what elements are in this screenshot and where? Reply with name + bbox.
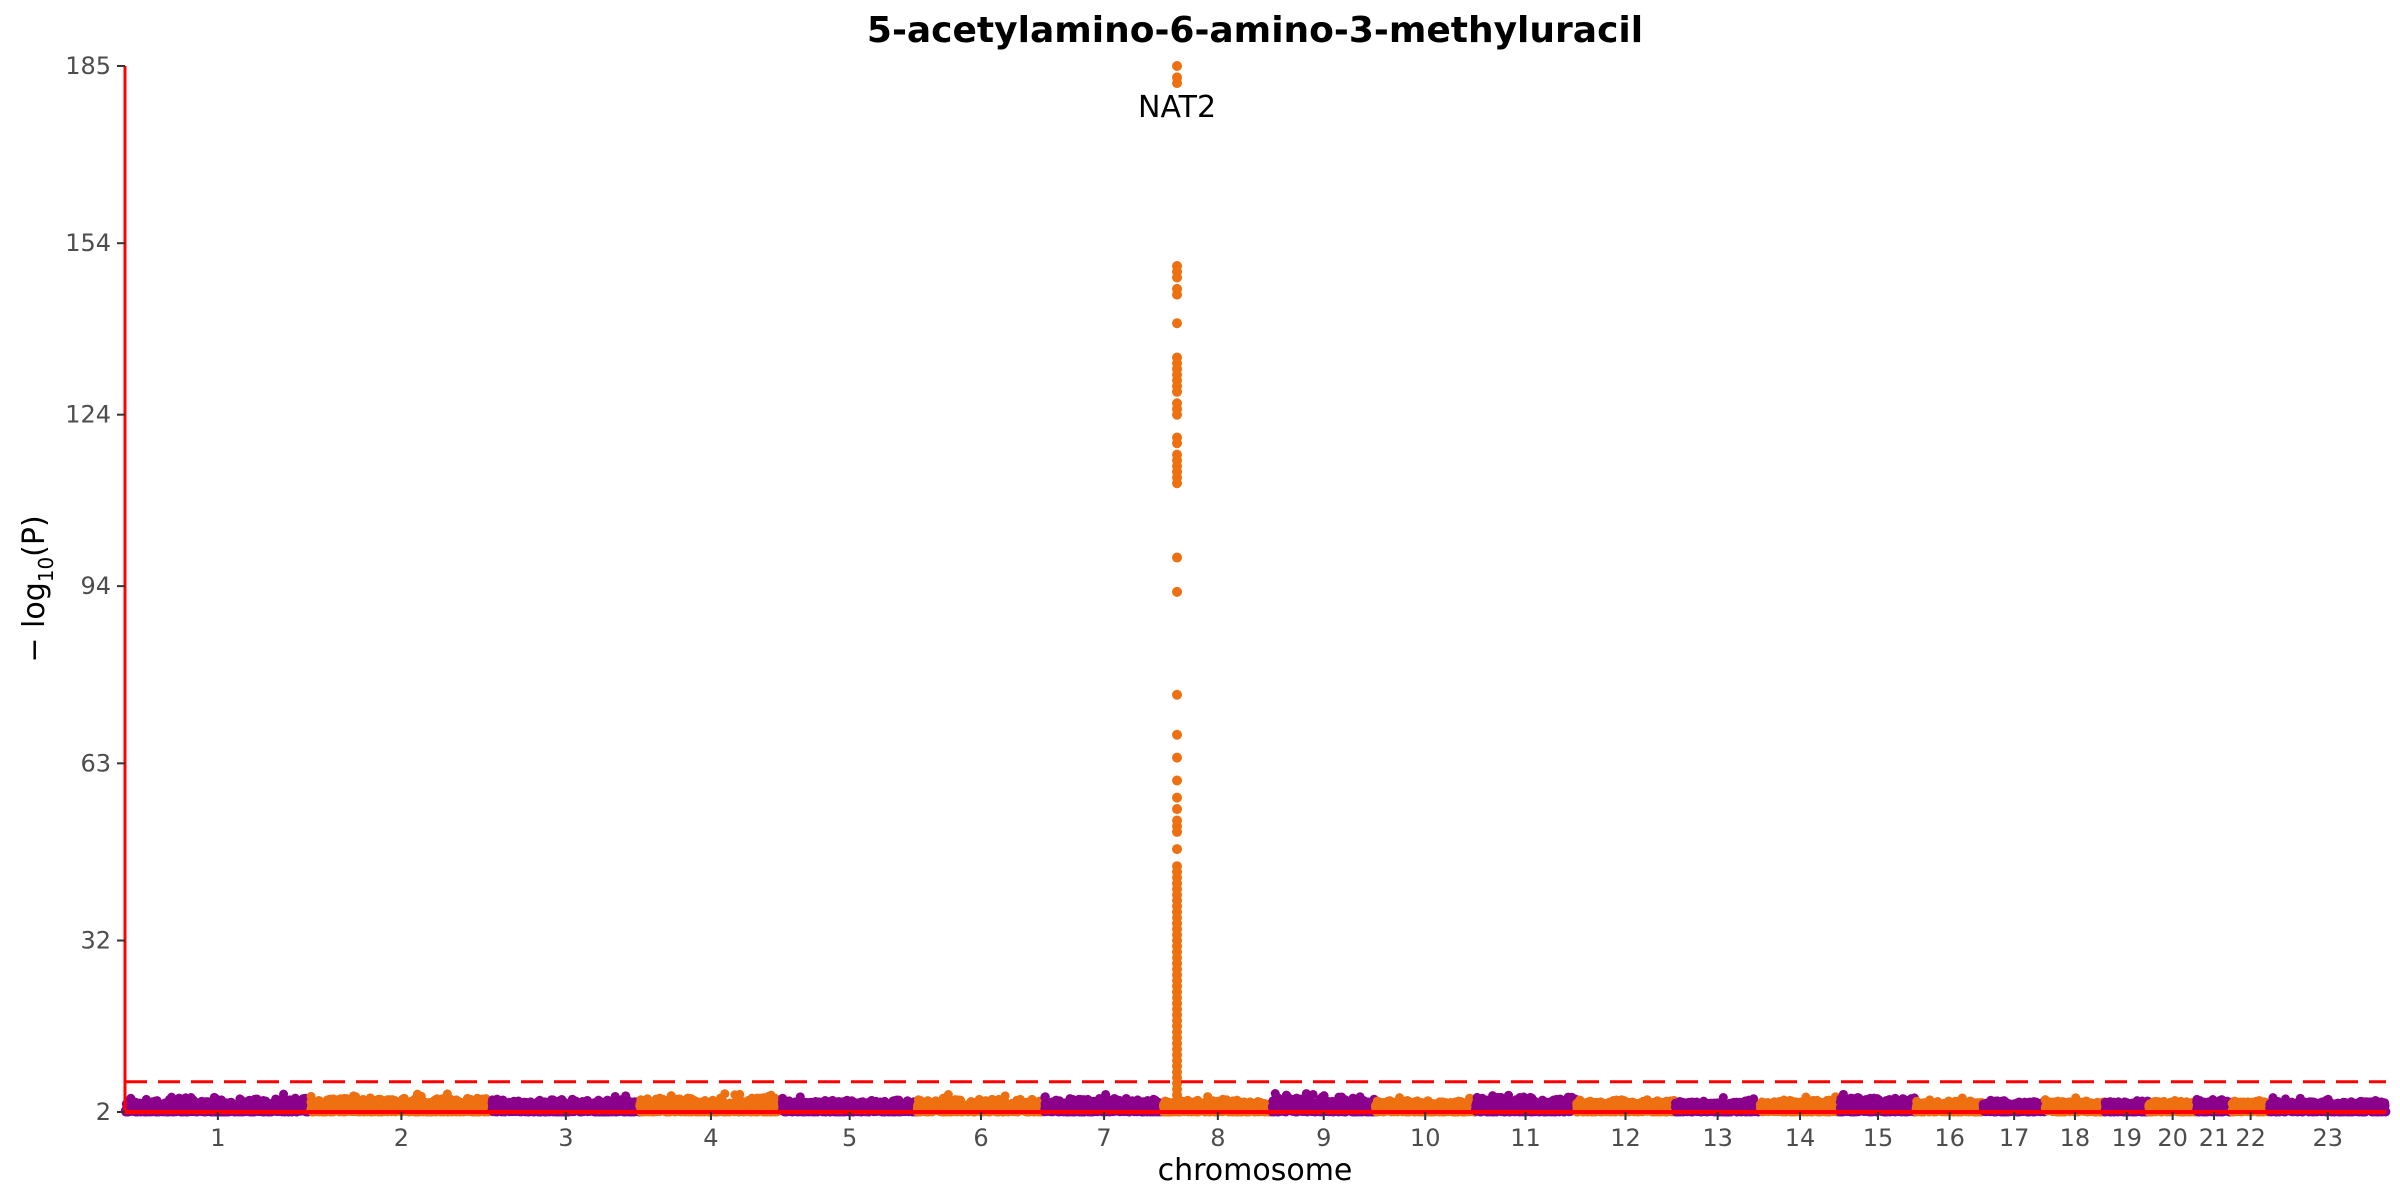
snp-point: [1063, 1097, 1073, 1107]
snp-point: [1202, 1097, 1212, 1107]
y-axis-label-tail: (P): [17, 515, 52, 557]
snp-point: [593, 1100, 603, 1110]
snp-point: [780, 1100, 790, 1110]
snp-point: [738, 1097, 748, 1107]
snp-point: [1253, 1100, 1263, 1110]
snp-point: [871, 1098, 881, 1108]
snp-point: [929, 1100, 939, 1110]
snp-point: [1228, 1098, 1238, 1108]
snp-point: [279, 1089, 289, 1099]
x-axis-label: chromosome: [1158, 1153, 1353, 1188]
snp-point: [1120, 1098, 1130, 1108]
snp-point: [832, 1098, 842, 1108]
y-axis-label-sub: 10: [34, 557, 58, 582]
snp-point: [494, 1101, 504, 1111]
snp-point: [724, 1099, 734, 1109]
snp-point: [182, 1101, 192, 1111]
y-axis-label: − log10(P): [17, 515, 58, 662]
snp-point: [434, 1098, 444, 1108]
snp-point: [714, 1100, 724, 1110]
snp-point: [1159, 1099, 1169, 1109]
snp-point: [478, 1100, 488, 1110]
snp-point: [863, 1100, 873, 1110]
snp-point: [706, 1102, 716, 1112]
snp-point: [1072, 1101, 1082, 1111]
y-axis-label-base: − log: [17, 582, 52, 662]
snp-point: [730, 1090, 740, 1100]
snp-point: [197, 1100, 207, 1110]
snp-point: [1190, 1098, 1200, 1108]
snp-point: [381, 1100, 391, 1110]
snp-point: [353, 1098, 363, 1108]
snp-point: [549, 1099, 559, 1109]
snp-point: [449, 1101, 459, 1111]
snp-point: [720, 1089, 730, 1099]
snp-point: [144, 1101, 154, 1111]
snp-point: [418, 1098, 428, 1107]
snp-point: [1080, 1100, 1090, 1110]
snp-point: [369, 1097, 379, 1107]
snp-point: [471, 1100, 480, 1110]
snp-point: [488, 1102, 498, 1112]
snp-point: [765, 1099, 775, 1109]
chart-title: 5-acetylamino-6-amino-3-methyluracil: [867, 10, 1643, 51]
snp-point: [794, 1101, 804, 1111]
snp-point: [285, 1100, 295, 1110]
snp-point: [398, 1097, 408, 1107]
snp-point: [749, 1101, 759, 1111]
snp-point: [273, 1098, 283, 1108]
snp-point: [234, 1098, 244, 1108]
snp-point: [329, 1101, 339, 1111]
snp-point: [638, 1101, 648, 1111]
snp-point: [890, 1102, 900, 1112]
chromosome-5-points: [777, 1092, 922, 1117]
snp-point: [155, 1101, 165, 1111]
snp-point: [135, 1098, 145, 1108]
data-points: [120, 61, 2391, 1117]
snp-point: [657, 1101, 667, 1111]
snp-point: [533, 1097, 543, 1107]
snp-point: [189, 1101, 199, 1111]
snp-point: [699, 1098, 709, 1108]
snp-point: [508, 1097, 518, 1107]
snp-point: [918, 1098, 928, 1108]
